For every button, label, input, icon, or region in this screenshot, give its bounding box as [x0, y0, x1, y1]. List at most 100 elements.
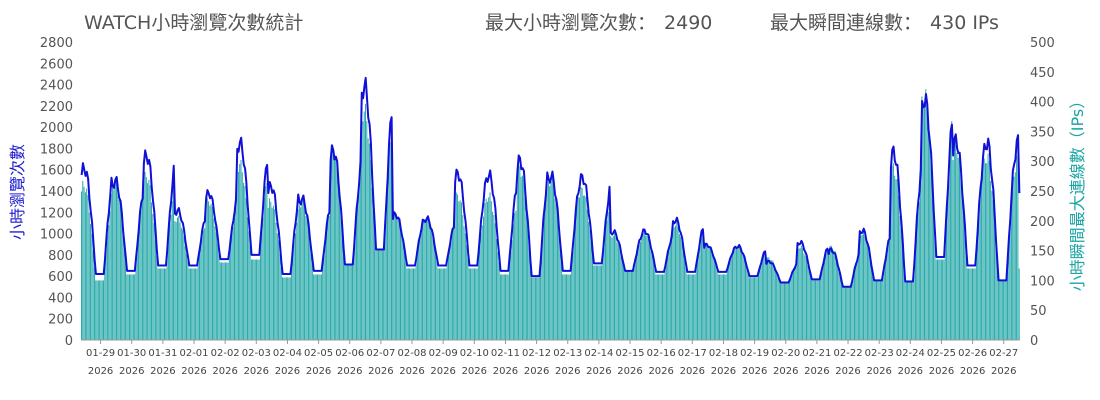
connection-bar [628, 271, 630, 340]
connection-bar [870, 266, 872, 340]
connection-bar [406, 268, 408, 340]
connection-bar [584, 195, 586, 340]
connection-bar [97, 280, 99, 340]
connection-bar [414, 268, 416, 340]
connection-bar [509, 262, 510, 340]
connection-bar [634, 260, 636, 340]
connection-bar [925, 89, 927, 340]
connection-bar [372, 209, 374, 340]
max-views-value: 2490 [664, 12, 713, 34]
connection-bar [472, 268, 474, 340]
connection-bar [223, 262, 225, 340]
connection-bar [704, 242, 706, 340]
x-tick-label: 02-23 [865, 348, 894, 359]
connection-bar [506, 274, 508, 340]
connection-bar [960, 174, 962, 340]
connection-bar [662, 274, 663, 340]
x-tick-year: 2026 [742, 366, 767, 377]
x-tick-label: 02-16 [647, 348, 676, 359]
connection-bar [921, 96, 923, 340]
connection-bar [885, 259, 887, 340]
connection-bar [358, 183, 360, 340]
connection-bar [677, 226, 679, 340]
connection-bar [123, 246, 125, 340]
x-tick-label: 02-12 [522, 348, 551, 359]
connection-bar [154, 239, 156, 340]
connection-bar [197, 260, 199, 340]
connection-bar [763, 253, 765, 340]
connection-bar [799, 248, 801, 340]
connection-bar [901, 243, 903, 340]
connection-bar [128, 274, 130, 340]
connection-bar [284, 277, 286, 340]
connection-bar [564, 274, 566, 340]
connection-bar [876, 280, 877, 340]
connection-bar [687, 274, 689, 340]
connection-bar [130, 274, 132, 340]
connection-bar [702, 233, 704, 340]
connection-bar [579, 197, 580, 340]
connection-bar [436, 260, 438, 340]
connection-bar [315, 274, 317, 340]
connection-bar [966, 268, 968, 340]
connection-bar [427, 215, 429, 340]
connection-bar [328, 215, 330, 340]
connection-bar [694, 274, 696, 340]
connection-bar [568, 274, 570, 340]
y-tick-right: 0 [1030, 334, 1038, 349]
connection-bar [1000, 280, 1002, 340]
connection-bar [654, 268, 656, 340]
y-tick-right: 100 [1030, 274, 1055, 289]
connection-bar [237, 171, 239, 340]
connection-bar [637, 248, 639, 340]
connection-bar [974, 268, 976, 340]
connection-bar [247, 217, 248, 340]
x-tick-year: 2026 [337, 366, 362, 377]
connection-bar [948, 157, 950, 340]
connection-bar [707, 245, 709, 340]
connection-bar [776, 271, 778, 340]
connection-bar [149, 185, 151, 340]
connection-bar [567, 274, 569, 340]
x-tick-label: 02-20 [771, 348, 800, 359]
connection-bar [521, 175, 523, 340]
connection-bar [728, 264, 730, 340]
connection-bar [712, 256, 714, 340]
connection-bar [179, 222, 181, 340]
connection-bar [236, 169, 238, 340]
connection-bar [619, 247, 621, 340]
connection-bar [302, 198, 304, 340]
connection-bar [496, 238, 497, 340]
connection-bar [920, 182, 922, 340]
connection-bar [839, 273, 841, 340]
connection-bar [110, 193, 112, 340]
connection-bar [602, 255, 604, 340]
connection-bar [895, 179, 897, 340]
connection-bar [719, 274, 721, 340]
connection-bar [174, 221, 176, 340]
connection-bar [943, 259, 945, 340]
connection-bar [533, 277, 535, 340]
connection-bar [285, 277, 287, 340]
x-tick-label: 02-08 [397, 348, 426, 359]
connection-bar [497, 251, 499, 340]
connection-bar [245, 198, 247, 340]
x-tick-label: 02-26 [958, 348, 987, 359]
connection-bar [282, 277, 283, 340]
connection-bar [872, 273, 874, 340]
connection-bar [745, 263, 746, 340]
connection-bar [979, 192, 981, 340]
y-tick-right: 300 [1030, 155, 1055, 170]
connection-bar [101, 280, 103, 340]
connection-bar [374, 229, 376, 340]
connection-bar [786, 283, 788, 340]
connection-bar [419, 237, 421, 340]
connection-bar [330, 160, 331, 340]
connection-bar [593, 265, 595, 340]
connection-bar [638, 242, 640, 340]
connection-bar [959, 157, 960, 340]
connection-bar [931, 182, 933, 340]
connection-bar [458, 201, 460, 340]
connection-bar [178, 215, 180, 340]
connection-bar [781, 283, 783, 340]
